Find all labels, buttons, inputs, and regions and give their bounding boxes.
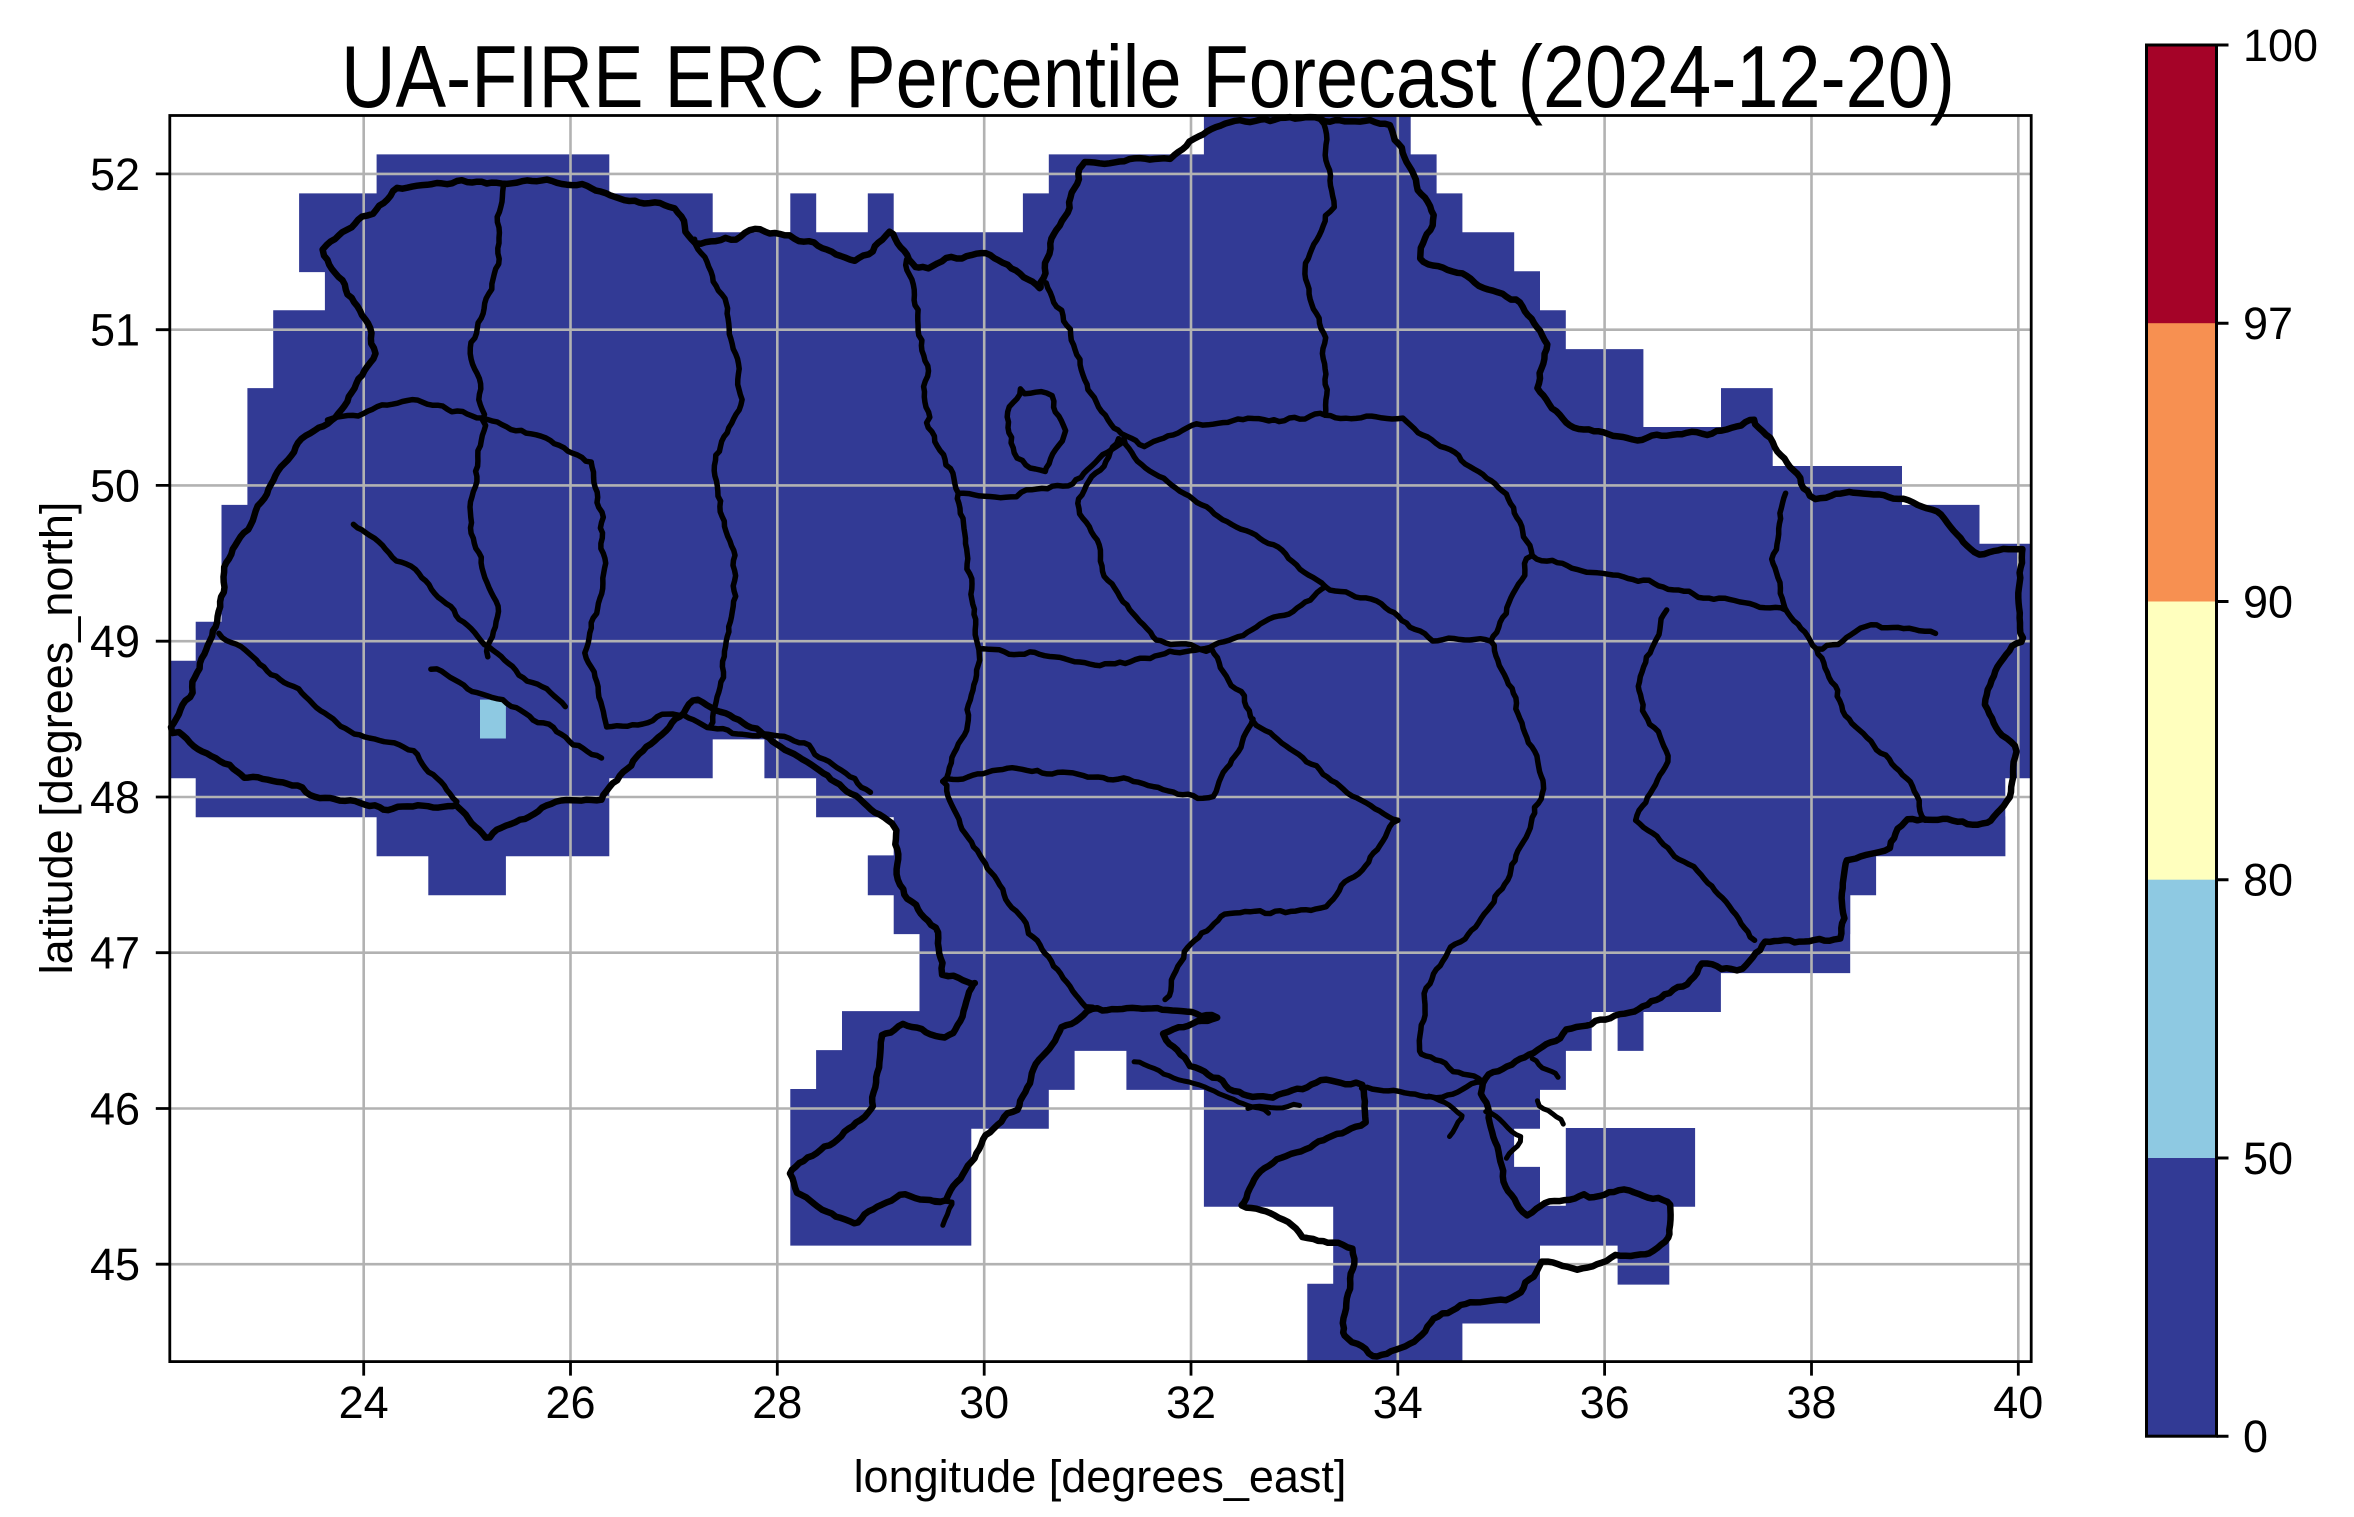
- svg-text:24: 24: [339, 1377, 389, 1428]
- svg-text:97: 97: [2243, 298, 2293, 349]
- svg-text:32: 32: [1166, 1377, 1216, 1428]
- svg-text:longitude [degrees_east]: longitude [degrees_east]: [854, 1451, 1347, 1502]
- svg-text:45: 45: [90, 1239, 140, 1290]
- svg-text:46: 46: [90, 1084, 140, 1135]
- svg-text:38: 38: [1786, 1377, 1836, 1428]
- svg-text:26: 26: [545, 1377, 595, 1428]
- svg-text:34: 34: [1373, 1377, 1423, 1428]
- svg-text:100: 100: [2243, 20, 2318, 71]
- svg-text:47: 47: [90, 928, 140, 979]
- svg-text:51: 51: [90, 305, 140, 356]
- svg-text:40: 40: [1993, 1377, 2043, 1428]
- svg-text:36: 36: [1580, 1377, 1630, 1428]
- svg-text:80: 80: [2243, 855, 2293, 906]
- svg-text:49: 49: [90, 616, 140, 667]
- svg-text:0: 0: [2243, 1411, 2268, 1462]
- svg-text:28: 28: [752, 1377, 802, 1428]
- svg-text:UA-FIRE ERC Percentile Forecas: UA-FIRE ERC Percentile Forecast (2024-12…: [341, 27, 1955, 126]
- svg-text:52: 52: [90, 149, 140, 200]
- svg-text:30: 30: [959, 1377, 1009, 1428]
- svg-text:50: 50: [90, 460, 140, 511]
- svg-text:latitude [degrees_north]: latitude [degrees_north]: [31, 502, 82, 975]
- svg-text:90: 90: [2243, 577, 2293, 628]
- svg-text:48: 48: [90, 772, 140, 823]
- svg-text:50: 50: [2243, 1133, 2293, 1184]
